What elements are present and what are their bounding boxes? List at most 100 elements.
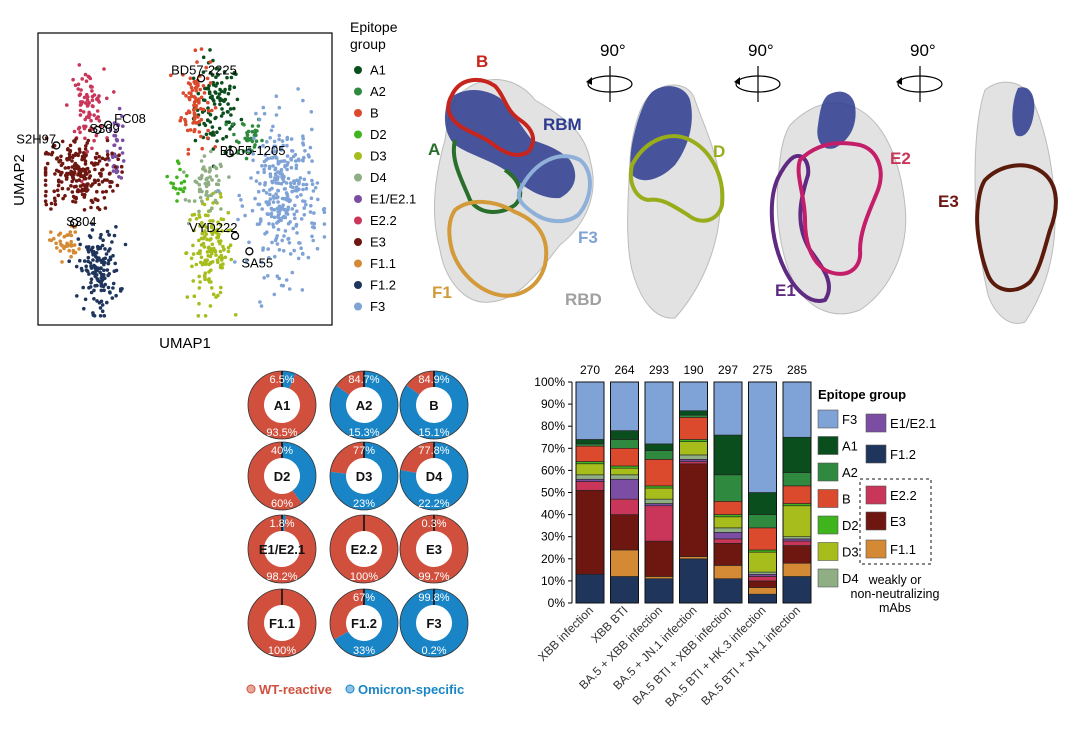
umap-point (227, 87, 232, 91)
umap-point (195, 180, 199, 185)
umap-point (197, 286, 202, 290)
umap-point (207, 83, 211, 88)
bar-total-ba-5-bti-xbb-infection: 297 (718, 363, 738, 377)
umap-point (227, 120, 231, 124)
umap-point (201, 236, 205, 241)
umap-point (67, 152, 72, 156)
umap-point (101, 257, 106, 261)
umap-point (93, 254, 98, 259)
umap-point (70, 165, 74, 169)
umap-point (100, 309, 105, 314)
umap-point (69, 172, 73, 177)
umap-point (288, 181, 293, 185)
umap-point (297, 158, 301, 163)
umap-point (220, 265, 224, 270)
umap-point-layer (43, 47, 327, 318)
umap-point (301, 182, 306, 187)
umap-point (290, 189, 295, 194)
legend-dot-d4 (354, 173, 362, 182)
umap-point (53, 199, 57, 203)
legend-dot-d3 (354, 152, 362, 160)
bar-segment-b (644, 459, 674, 487)
legend-dot-b (354, 109, 362, 117)
bar-segment-a1 (713, 434, 743, 476)
umap-point (210, 206, 214, 210)
bar-segment-a2 (575, 443, 605, 447)
umap-point (281, 143, 286, 148)
bar-segment-d4 (748, 571, 777, 575)
umap-point (206, 128, 210, 133)
umap-point (294, 166, 299, 171)
bar-segment-d2 (644, 485, 674, 489)
umap-point (214, 253, 218, 257)
umap-point (232, 106, 236, 111)
umap-point (78, 258, 82, 263)
umap-point (195, 84, 199, 89)
umap-point (201, 70, 206, 74)
annotation-marker-bd55-1205 (225, 149, 234, 158)
umap-point (95, 277, 99, 281)
umap-point (253, 130, 257, 135)
rbd-structure-panel: B A RBM F3 F1 RBD 90° 90° 90° (428, 41, 1058, 324)
umap-point (198, 195, 203, 200)
umap-point (174, 187, 178, 191)
umap-point (243, 136, 247, 141)
umap-point (203, 169, 208, 173)
bar-segment-e1-e2-1 (679, 459, 708, 462)
umap-point (117, 106, 122, 111)
umap-point (107, 258, 111, 263)
umap-cluster-e2-2 (65, 63, 116, 184)
umap-point (74, 195, 78, 200)
umap-point (290, 149, 295, 153)
umap-point (300, 251, 305, 256)
donut-d4: D4 77.8% 22.2% (399, 441, 469, 511)
umap-point (212, 133, 216, 137)
umap-point (280, 172, 285, 176)
umap-point (214, 174, 219, 178)
umap-point (84, 79, 89, 83)
umap-point (310, 182, 315, 187)
umap-point (187, 109, 191, 113)
umap-point (263, 183, 267, 187)
umap-point (62, 234, 67, 239)
umap-point (98, 314, 103, 318)
umap-point (92, 297, 96, 301)
bar-segment-e1-e2-1 (610, 478, 639, 500)
umap-point (103, 206, 108, 210)
umap-point (302, 206, 307, 210)
bar-segment-f3 (748, 381, 777, 493)
umap-point (310, 178, 314, 183)
umap-annotation-layer: BD57-2225 FC08 S2H97 S309 BD55-1205 S304 VYD22… (16, 62, 285, 270)
umap-point (272, 139, 277, 144)
umap-point (83, 101, 88, 105)
umap-point (228, 84, 232, 89)
umap-point (76, 189, 81, 194)
umap-point (245, 133, 250, 137)
annotation-label-s309: S309 (89, 121, 119, 136)
umap-point (84, 167, 88, 172)
umap-point (54, 157, 59, 161)
umap-point (83, 159, 88, 163)
umap-point (176, 191, 180, 196)
donut-e2-2: E2.2 100% (329, 514, 399, 584)
umap-point (178, 118, 182, 123)
umap-point (222, 70, 227, 74)
umap-point (82, 124, 86, 129)
umap-point (207, 91, 212, 96)
donut-slice-wt-e2-2 (329, 515, 398, 583)
bar-segment-f1-1 (782, 562, 812, 577)
bar-segment-f3 (610, 381, 639, 431)
bar-legend-swatch-e2-2 (865, 485, 887, 505)
umap-point (310, 159, 314, 163)
umap-point (65, 103, 69, 107)
umap-point (260, 207, 265, 211)
umap-point (83, 193, 87, 197)
umap-point (61, 196, 65, 201)
umap-point (205, 76, 210, 81)
umap-point (110, 296, 115, 300)
bar-segment-d3 (782, 505, 812, 538)
umap-point (201, 84, 206, 88)
umap-point (123, 242, 128, 247)
umap-point (55, 188, 60, 193)
